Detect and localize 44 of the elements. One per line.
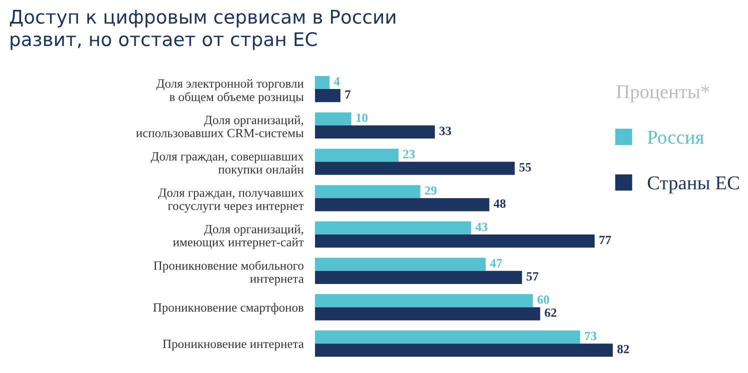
data-label: 55 xyxy=(519,163,531,172)
chart-title: Доступ к цифровым сервисам в России развит, но отстает от стран ЕС xyxy=(10,10,396,50)
data-label: 29 xyxy=(425,186,437,195)
bar xyxy=(315,112,352,126)
y-tick-label: Доля организаций, имеющих интернет-сайт xyxy=(173,224,304,249)
bar xyxy=(315,148,399,162)
y-tick-label: Проникновение интернета xyxy=(162,340,304,351)
y-tick-label: Доля граждан, совершавших покупки онлайн xyxy=(150,152,304,176)
data-label: 57 xyxy=(526,272,538,281)
bar xyxy=(315,344,613,357)
y-tick-label: Доля электронной торговли в общем объеме розницы xyxy=(156,79,304,104)
bar xyxy=(315,330,580,344)
data-label: 77 xyxy=(600,236,612,244)
bar xyxy=(315,258,486,271)
data-label: 33 xyxy=(439,126,452,136)
legend-title: Проценты* xyxy=(616,85,710,102)
data-label: 73 xyxy=(585,332,596,340)
bar xyxy=(315,307,540,320)
bar xyxy=(315,294,533,308)
y-tick-label: Доля организаций, использовавших CRM-системы xyxy=(136,116,304,138)
data-label: 4 xyxy=(334,77,340,86)
data-label: 47 xyxy=(490,259,502,268)
data-label: 7 xyxy=(345,90,351,99)
bar xyxy=(315,89,340,102)
y-tick-label: Проникновение мобильного интернета xyxy=(154,260,304,286)
bar xyxy=(315,270,522,284)
data-label: 62 xyxy=(544,308,556,317)
data-label: 82 xyxy=(617,344,629,354)
data-label: 60 xyxy=(538,295,550,304)
bar xyxy=(315,234,595,248)
y-tick-label: Доля граждан, получавших госуслуги через интернет xyxy=(158,188,304,213)
bar xyxy=(315,198,490,212)
bar xyxy=(315,76,330,90)
data-label: 48 xyxy=(494,199,506,208)
bar xyxy=(315,221,472,235)
bar xyxy=(315,162,515,175)
data-label: 10 xyxy=(356,114,368,122)
data-label: 23 xyxy=(403,150,415,158)
legend-label: Россия xyxy=(648,130,704,144)
y-tick-label: Проникновение смартфонов xyxy=(153,302,304,314)
bar xyxy=(315,185,420,198)
data-label: 43 xyxy=(476,222,488,232)
legend-label: Страны ЕС xyxy=(648,176,739,194)
bar xyxy=(315,125,435,139)
